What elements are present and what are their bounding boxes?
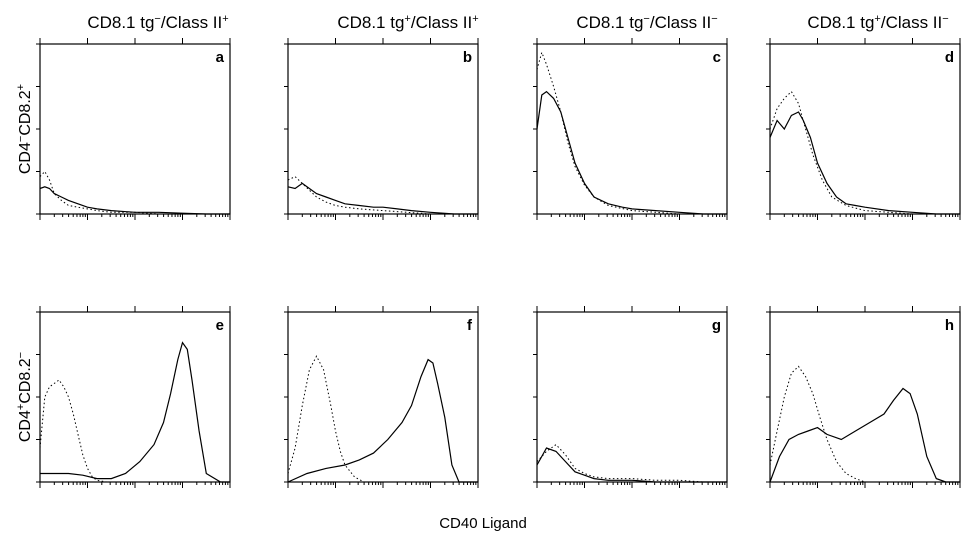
plot-frame: [769, 43, 961, 215]
column-title-superscript: −: [154, 13, 160, 25]
column-title-base: CD8.1 tg: [576, 13, 643, 32]
plot-frame: [287, 43, 479, 215]
plot-frame: [287, 311, 479, 483]
row-label-part: CD4: [17, 410, 34, 442]
series-line-dotted: [536, 50, 727, 215]
plot-frame: [39, 311, 231, 483]
column-title-superscript: −: [711, 13, 717, 25]
column-title-mid: /Class II: [881, 13, 942, 32]
column-title-mid: /Class II: [650, 13, 711, 32]
series-line-solid: [536, 447, 727, 483]
row-label-superscript: +: [15, 84, 27, 90]
column-title-superscript: +: [222, 13, 228, 25]
column-title-superscript: −: [643, 13, 649, 25]
panel-letter: a: [216, 49, 225, 66]
panel-letter: c: [713, 49, 721, 66]
column-title: CD8.1 tg+/Class II+: [337, 13, 478, 32]
series-line-solid: [39, 186, 230, 215]
row-label-superscript: +: [15, 404, 27, 410]
row-label-superscript: −: [15, 136, 27, 142]
column-title-superscript: +: [874, 13, 880, 25]
column-title: CD8.1 tg−/Class II−: [576, 13, 717, 32]
column-title-mid: /Class II: [161, 13, 222, 32]
row-label: CD4+CD8.2−: [15, 352, 34, 442]
series-line-solid: [769, 111, 960, 215]
series-line-dotted: [287, 355, 478, 483]
row-label-part: CD8.2: [17, 90, 34, 135]
column-title-superscript: +: [404, 13, 410, 25]
series-line-dotted: [769, 90, 960, 215]
panel-letter: h: [945, 317, 954, 334]
series-line-solid: [536, 90, 727, 215]
panel-letter: f: [467, 317, 473, 334]
series-line-dotted: [769, 365, 960, 483]
row-label: CD4−CD8.2+: [15, 84, 34, 174]
series-line-dotted: [287, 176, 478, 215]
column-title-base: CD8.1 tg: [337, 13, 404, 32]
column-title: CD8.1 tg−/Class II+: [87, 13, 228, 32]
series-line-dotted: [536, 443, 727, 483]
plot-frame: [769, 311, 961, 483]
row-label-part: CD4: [17, 142, 34, 174]
column-title-base: CD8.1 tg: [87, 13, 154, 32]
plot-frame: [39, 43, 231, 215]
series-line-dotted: [39, 170, 230, 215]
series-line-solid: [769, 387, 960, 483]
x-axis-label: CD40 Ligand: [439, 515, 527, 532]
column-title-mid: /Class II: [411, 13, 472, 32]
column-title-superscript: +: [472, 13, 478, 25]
series-line-solid: [287, 358, 478, 483]
column-title-superscript: −: [942, 13, 948, 25]
row-label-part: CD8.2: [17, 358, 34, 403]
series-line-dotted: [39, 379, 230, 483]
panel-letter: g: [712, 317, 721, 334]
panel-letter: e: [216, 317, 224, 334]
series-line-solid: [287, 182, 478, 215]
plot-frame: [536, 311, 728, 483]
panel-letter: d: [945, 49, 954, 66]
row-label-superscript: −: [15, 352, 27, 358]
column-title: CD8.1 tg+/Class II−: [807, 13, 948, 32]
series-line-solid: [40, 341, 230, 483]
column-title-base: CD8.1 tg: [807, 13, 874, 32]
panel-letter: b: [463, 49, 472, 66]
